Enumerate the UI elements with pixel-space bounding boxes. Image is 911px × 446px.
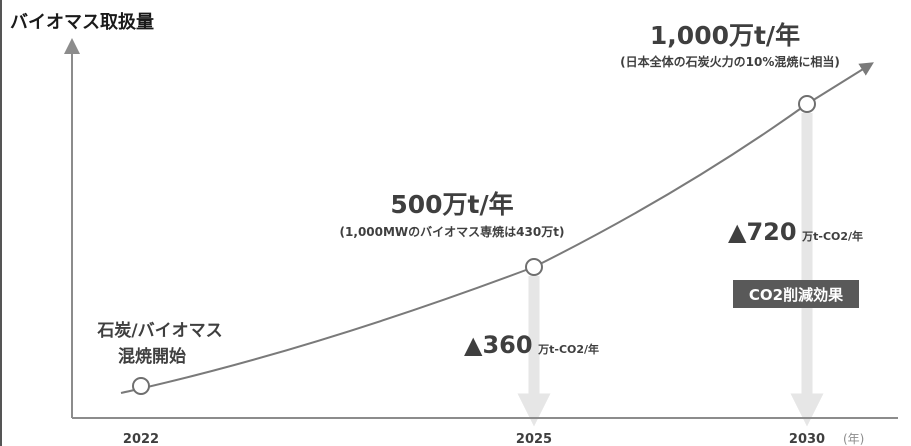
annotation-start-line2: 混焼開始 xyxy=(118,346,186,367)
reduction-2025-unit: 万t-CO2/年 xyxy=(537,342,599,356)
annotation-2030-note: (日本全体の石炭火力の10%混焼に相当) xyxy=(620,54,840,69)
annotation-2025-note: (1,000MWのバイオマス専焼は430万t) xyxy=(340,224,565,239)
co2-reduction-badge xyxy=(733,280,859,308)
co2-reduction-badge-label: CO2削減効果 xyxy=(749,286,844,304)
left-frame-border xyxy=(0,0,2,446)
x-tick-label: 2025 xyxy=(516,432,552,446)
reduction-2030-label: ▲720 万t-CO2/年 xyxy=(728,218,863,246)
x-tick-label: 2022 xyxy=(123,432,159,446)
annotation-start-line1: 石炭/バイオマス xyxy=(96,320,222,341)
data-point-2022 xyxy=(132,377,150,395)
reduction-2025-value: ▲360 xyxy=(464,331,533,359)
reduction-2030-value: ▲720 xyxy=(728,218,797,246)
reduction-2025-label: ▲360 万t-CO2/年 xyxy=(464,331,599,359)
data-point-2030 xyxy=(798,95,816,113)
reduction-2030-unit: 万t-CO2/年 xyxy=(801,229,863,243)
annotation-2025-value: 500万t/年 xyxy=(390,190,513,219)
annotation-2030-value: 1,000万t/年 xyxy=(650,21,800,50)
chart-title: バイオマス取扱量 xyxy=(10,11,154,33)
data-point-2025 xyxy=(525,258,543,276)
x-unit-label: (年) xyxy=(843,432,864,446)
x-tick-label: 2030 xyxy=(789,432,825,446)
